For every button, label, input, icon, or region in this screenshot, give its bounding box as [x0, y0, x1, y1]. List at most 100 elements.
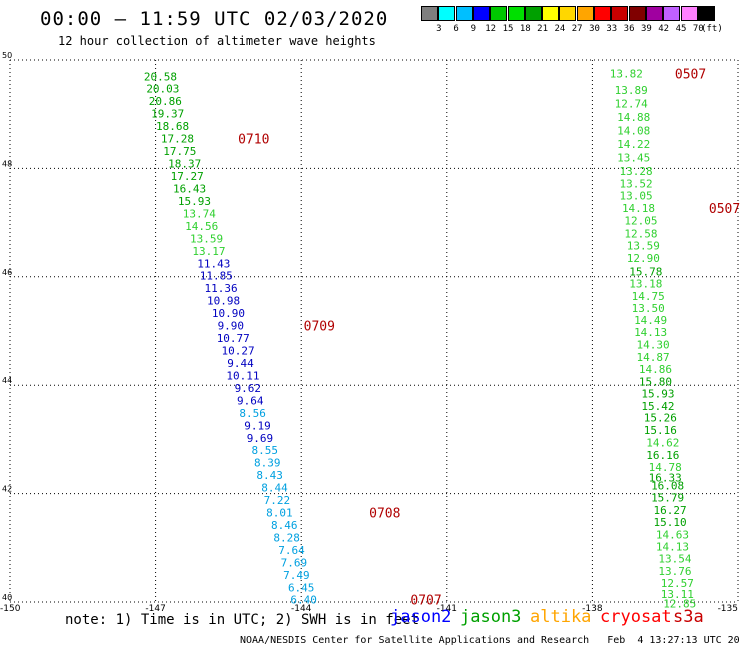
legend-swatch — [663, 6, 681, 21]
wave-height-label: 13.76 — [658, 565, 691, 578]
wave-height-label: 12.85 — [663, 598, 696, 611]
pass-time-label: 0507 — [709, 202, 740, 217]
wave-height-label: 12.05 — [624, 214, 657, 227]
satellite-altika: altika — [530, 607, 592, 627]
wave-height-label: 15.16 — [644, 424, 677, 437]
legend-label: 3 — [436, 24, 442, 34]
wave-height-label: 16.08 — [651, 479, 684, 492]
wave-height-label: 8.39 — [254, 457, 281, 470]
legend-swatch — [645, 6, 663, 21]
wave-height-label: 20.86 — [149, 95, 182, 108]
wave-height-label: 9.69 — [247, 432, 274, 445]
wave-height-label: 9.90 — [218, 320, 245, 333]
satellite-s3a: s3a — [673, 607, 704, 627]
wave-height-label: 10.27 — [222, 345, 255, 358]
wave-height-label: 20.03 — [146, 83, 179, 96]
legend-label: 27 — [571, 24, 583, 34]
wave-height-label: 11.36 — [205, 282, 238, 295]
wave-height-label: 14.30 — [637, 339, 670, 352]
wave-height-label: 16.33 — [649, 471, 682, 484]
wave-height-label: 15.79 — [651, 491, 684, 504]
wave-height-label: 13.52 — [620, 178, 653, 191]
wave-height-label: 18.37 — [168, 158, 201, 171]
wave-height-label: 14.62 — [646, 437, 679, 450]
x-tick-label: -141 — [437, 604, 457, 614]
wave-height-label: 7.49 — [283, 569, 310, 582]
y-tick-label: 46 — [2, 268, 12, 277]
wave-height-label: 8.46 — [271, 519, 298, 532]
note-text: note: 1) Time is in UTC; 2) SWH is in fe… — [65, 612, 420, 628]
wave-height-label: 7.69 — [281, 556, 308, 569]
wave-height-label: 13.59 — [190, 232, 223, 245]
wave-height-label: 13.05 — [620, 190, 653, 203]
wave-height-label: 13.50 — [632, 302, 665, 315]
pass-time-label: 0709 — [304, 320, 335, 335]
wave-height-label: 14.78 — [649, 461, 682, 474]
wave-height-label: 16.27 — [653, 504, 686, 517]
legend-label: 24 — [554, 24, 566, 34]
wave-height-label: 7.22 — [264, 494, 291, 507]
wave-height-label: 16.16 — [646, 449, 679, 462]
legend-swatch — [524, 6, 542, 21]
wave-height-label: 6.45 — [288, 581, 315, 594]
wave-height-label: 15.26 — [644, 412, 677, 425]
legend-swatch — [507, 6, 525, 21]
satellite-jason2: jason2 — [390, 607, 452, 627]
wave-height-label: 10.98 — [207, 295, 240, 308]
pass-time-label: 0708 — [369, 507, 400, 522]
wave-height-label: 13.45 — [617, 152, 650, 165]
wave-height-label: 9.44 — [227, 357, 254, 370]
wave-height-label: 12.90 — [627, 252, 660, 265]
y-tick-label: 40 — [2, 593, 12, 602]
legend-unit: (ft) — [701, 24, 723, 34]
wave-height-label: 10.11 — [226, 369, 259, 382]
legend-swatch — [542, 6, 560, 21]
legend-label: 6 — [453, 24, 459, 34]
wave-height-label: 14.88 — [617, 111, 650, 124]
wave-height-label: 14.13 — [634, 326, 667, 339]
wave-height-label: 10.90 — [212, 307, 245, 320]
wave-height-label: 12.57 — [661, 577, 694, 590]
wave-height-label: 8.28 — [273, 532, 300, 545]
wave-height-label: 13.82 — [610, 68, 643, 81]
chart-subtitle: 12 hour collection of altimeter wave hei… — [58, 34, 376, 48]
wave-height-label: 14.63 — [656, 528, 689, 541]
legend-label: 18 — [519, 24, 531, 34]
wave-height-label: 11.43 — [197, 257, 230, 270]
wave-height-label: 13.59 — [627, 239, 660, 252]
wave-height-label: 13.74 — [183, 207, 216, 220]
legend-label: 70 — [692, 24, 704, 34]
legend-label: 15 — [502, 24, 514, 34]
satellite-jason3: jason3 — [460, 607, 522, 627]
wave-height-label: 7.64 — [278, 544, 305, 557]
wave-height-label: 14.22 — [617, 138, 650, 151]
wave-height-label: 9.19 — [244, 419, 271, 432]
legend-label: 30 — [589, 24, 600, 34]
legend-swatch — [490, 6, 508, 21]
wave-height-label: 13.17 — [192, 245, 225, 258]
wave-height-label: 15.93 — [641, 387, 674, 400]
wave-height-label: 14.18 — [622, 202, 655, 215]
wave-height-label: 17.27 — [171, 170, 204, 183]
wave-height-label: 13.89 — [615, 84, 648, 97]
x-tick-label: -147 — [145, 604, 165, 614]
wave-height-label: 6.40 — [290, 593, 317, 606]
wave-height-label: 14.56 — [185, 220, 218, 233]
x-tick-label: -135 — [718, 604, 738, 614]
wave-height-label: 12.74 — [615, 97, 648, 110]
wave-height-label: 13.11 — [661, 588, 694, 601]
wave-height-label: 16.43 — [173, 182, 206, 195]
legend-label: 33 — [606, 24, 618, 34]
wave-height-label: 9.62 — [235, 382, 262, 395]
legend-label: 39 — [640, 24, 652, 34]
legend-swatch — [680, 6, 698, 21]
pass-time-label: 0507 — [675, 68, 706, 83]
legend-swatch — [628, 6, 646, 21]
wave-height-label: 14.86 — [639, 363, 672, 376]
legend-label: 42 — [658, 24, 670, 34]
wave-height-label: 13.54 — [658, 553, 691, 566]
wave-height-label: 13.18 — [629, 277, 662, 290]
wave-height-label: 8.56 — [239, 407, 266, 420]
wave-height-label: 14.13 — [656, 541, 689, 554]
